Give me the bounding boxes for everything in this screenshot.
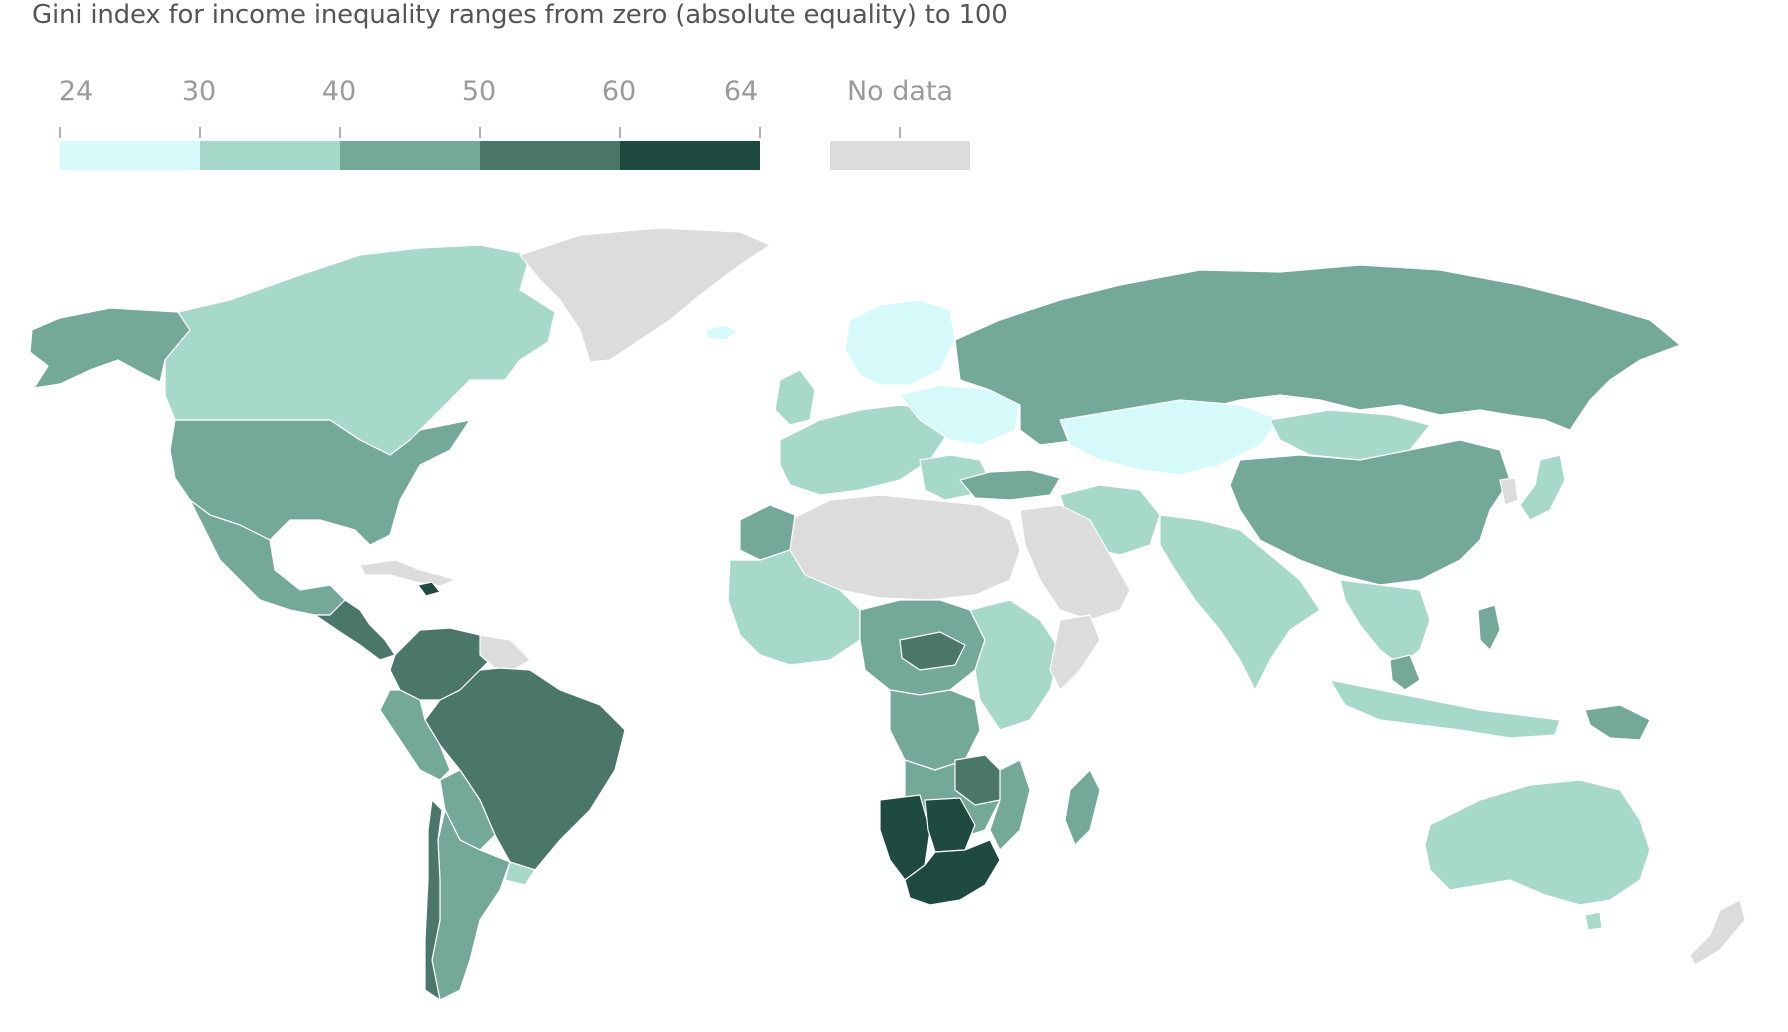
region-australia xyxy=(1424,779,1651,906)
legend-swatch-50-60 xyxy=(480,141,620,170)
region-scandinavia xyxy=(844,299,956,386)
region-china xyxy=(1229,439,1511,586)
region-new-zealand xyxy=(1689,899,1746,966)
legend-swatch-no-data xyxy=(830,141,970,170)
legend-tick-50: 50 xyxy=(461,76,497,107)
legend-tick-mark xyxy=(899,127,901,138)
legend-tick-mark xyxy=(759,127,761,138)
color-legend: 24 30 40 50 60 64 No data xyxy=(0,0,1000,180)
region-malaysia xyxy=(1389,654,1421,691)
region-southeast-asia xyxy=(1339,579,1431,666)
region-papua-new-guinea xyxy=(1584,704,1651,741)
region-kazakhstan xyxy=(1059,399,1281,476)
region-japan xyxy=(1519,454,1566,521)
region-chile xyxy=(424,799,443,1001)
region-russia xyxy=(954,264,1681,446)
legend-tick-mark xyxy=(479,127,481,138)
legend-swatch-30-40 xyxy=(200,141,340,170)
map-subtitle: Gini index for income inequality ranges … xyxy=(32,0,1008,30)
region-indonesia xyxy=(1329,679,1561,739)
region-congo xyxy=(889,689,981,771)
region-haiti xyxy=(417,581,441,597)
region-alaska xyxy=(29,307,191,389)
legend-tick-mark xyxy=(59,127,61,138)
region-korea xyxy=(1499,477,1519,506)
region-peru-ecuador xyxy=(379,689,451,781)
world-choropleth-map xyxy=(29,227,1746,1001)
region-philippines xyxy=(1477,604,1501,651)
region-south-africa xyxy=(904,839,1001,906)
legend-no-data-label: No data xyxy=(846,76,954,107)
region-greenland xyxy=(519,227,771,363)
legend-tick-mark xyxy=(339,127,341,138)
region-turkey xyxy=(959,469,1061,501)
legend-swatch-40-50 xyxy=(340,141,480,170)
legend-swatch-60-64 xyxy=(620,141,760,170)
region-guianas xyxy=(479,634,531,673)
region-middle-east xyxy=(1019,504,1131,621)
region-tasmania xyxy=(1584,911,1603,931)
legend-tick-mark xyxy=(199,127,201,138)
region-mozambique xyxy=(989,759,1031,851)
legend-tick-60: 60 xyxy=(601,76,637,107)
legend-swatch-24-30 xyxy=(60,141,200,170)
region-uk-ireland xyxy=(774,369,816,426)
region-iceland xyxy=(704,324,739,341)
legend-tick-40: 40 xyxy=(321,76,357,107)
legend-tick-64: 64 xyxy=(723,76,759,107)
region-eastern-europe xyxy=(899,384,1021,446)
region-central-america xyxy=(314,599,396,661)
legend-tick-30: 30 xyxy=(181,76,217,107)
region-east-africa xyxy=(969,599,1061,731)
region-caribbean xyxy=(359,559,456,587)
region-uruguay xyxy=(504,861,536,886)
region-madagascar xyxy=(1064,769,1101,846)
region-car-chad xyxy=(899,631,966,671)
legend-tick-mark xyxy=(619,127,621,138)
region-south-asia xyxy=(1159,514,1321,691)
region-horn-of-africa xyxy=(1049,614,1101,691)
legend-tick-24: 24 xyxy=(58,76,94,107)
